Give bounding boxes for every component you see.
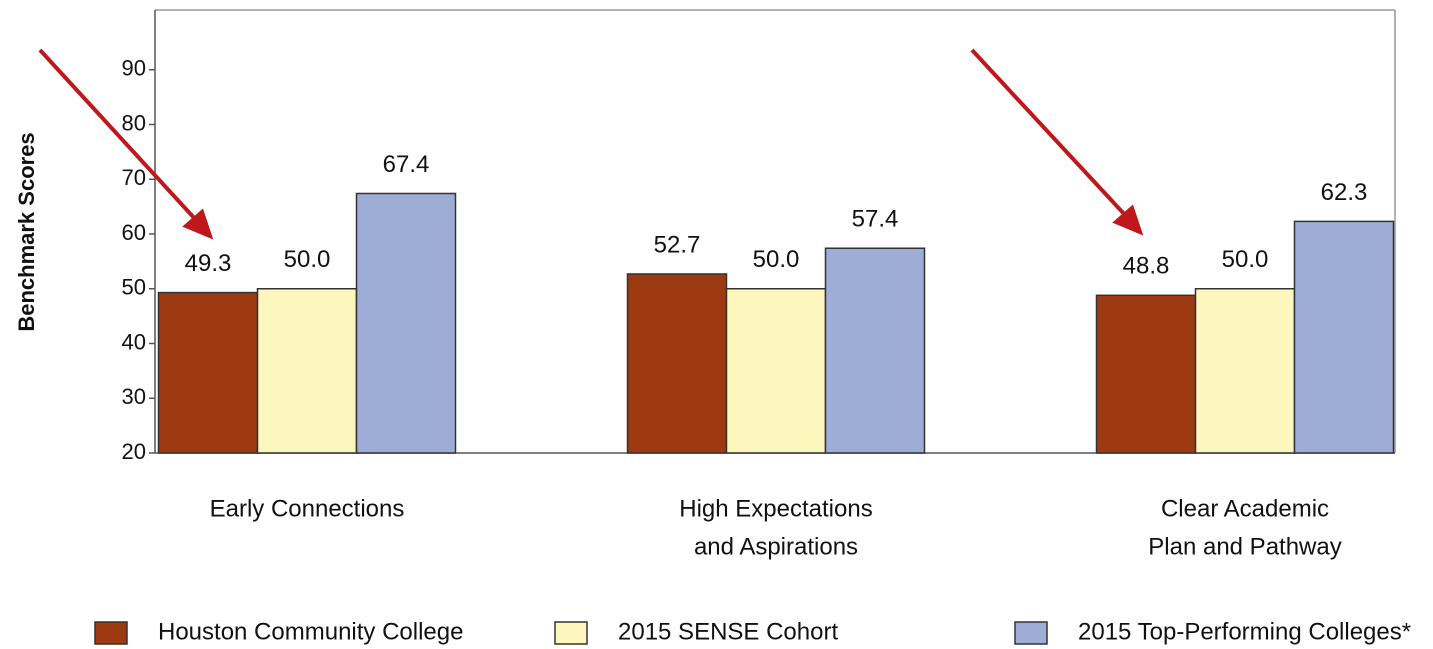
y-tick-label: 60 — [122, 220, 146, 245]
bar — [626, 273, 728, 454]
y-axis-label: Benchmark Scores — [14, 132, 39, 331]
legend-swatch — [1014, 621, 1048, 645]
bar — [1095, 294, 1197, 454]
legend-label: Houston Community College — [158, 618, 463, 645]
bar — [157, 291, 259, 454]
value-label: 57.4 — [852, 206, 899, 233]
bar — [824, 247, 926, 454]
bar — [355, 192, 457, 454]
value-label: 67.4 — [383, 151, 430, 178]
bar — [725, 288, 827, 454]
value-label: 52.7 — [654, 231, 701, 258]
value-label: 50.0 — [1222, 246, 1269, 273]
x-tick-label: High Expectations — [679, 495, 872, 522]
value-label: 49.3 — [185, 250, 232, 277]
bar — [1293, 220, 1395, 454]
arrow-head — [182, 208, 214, 240]
y-tick-label: 30 — [122, 384, 146, 409]
x-tick-label: and Aspirations — [694, 533, 858, 560]
legend-swatch — [94, 621, 128, 645]
y-tick-label: 80 — [122, 110, 146, 135]
bar — [1194, 288, 1296, 454]
value-label: 50.0 — [753, 246, 800, 273]
legend-swatch — [554, 621, 588, 645]
arrow — [38, 48, 198, 222]
annotation-arrows — [38, 48, 1144, 240]
y-tick-label: 40 — [122, 329, 146, 354]
value-label: 48.8 — [1123, 253, 1170, 280]
bar — [256, 288, 358, 454]
legend-label: 2015 SENSE Cohort — [618, 618, 838, 645]
y-tick-label: 20 — [122, 439, 146, 464]
plot: 20 30 40 50 60 70 80 90 Early Connections 49.3 50.… — [94, 10, 1411, 645]
x-tick-label: Early Connections — [210, 495, 405, 522]
arrow — [970, 48, 1128, 218]
value-label: 50.0 — [284, 246, 331, 273]
y-tick-label: 70 — [122, 165, 146, 190]
frame — [155, 9, 1396, 453]
arrow-head — [1112, 204, 1144, 236]
y-tick-label: 50 — [122, 275, 146, 300]
x-tick-label: Plan and Pathway — [1148, 533, 1341, 560]
value-label: 62.3 — [1321, 179, 1368, 206]
x-tick-label: Clear Academic — [1161, 495, 1329, 522]
y-tick-label: 90 — [122, 56, 146, 81]
legend-label: 2015 Top-Performing Colleges* — [1078, 618, 1411, 645]
